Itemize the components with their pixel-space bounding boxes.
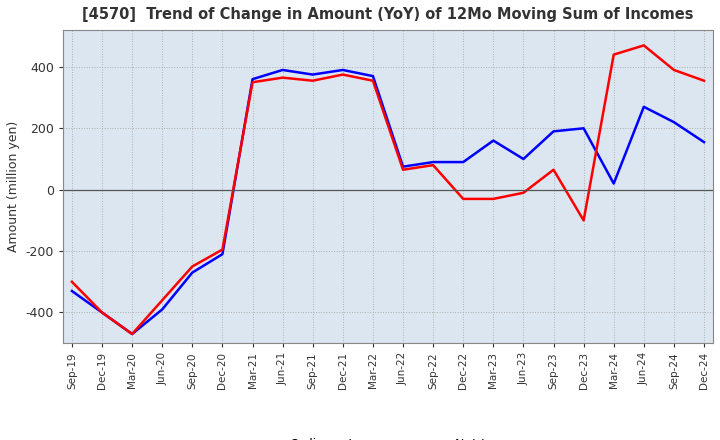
Ordinary Income <box>369 73 377 79</box>
Net Income <box>489 196 498 202</box>
Net Income <box>158 297 166 303</box>
Ordinary Income <box>459 159 467 165</box>
Net Income <box>609 52 618 57</box>
Ordinary Income <box>639 104 648 110</box>
Ordinary Income <box>188 270 197 275</box>
Net Income <box>188 264 197 269</box>
Line: Ordinary Income: Ordinary Income <box>72 70 704 334</box>
Net Income <box>98 310 107 315</box>
Ordinary Income <box>248 77 257 82</box>
Net Income <box>580 218 588 223</box>
Ordinary Income <box>98 310 107 315</box>
Y-axis label: Amount (million yen): Amount (million yen) <box>7 121 20 252</box>
Legend: Ordinary Income, Net Income: Ordinary Income, Net Income <box>244 433 532 440</box>
Title: [4570]  Trend of Change in Amount (YoY) of 12Mo Moving Sum of Incomes: [4570] Trend of Change in Amount (YoY) o… <box>82 7 694 22</box>
Net Income <box>218 247 227 252</box>
Ordinary Income <box>399 164 408 169</box>
Ordinary Income <box>429 159 438 165</box>
Net Income <box>279 75 287 80</box>
Ordinary Income <box>158 307 166 312</box>
Ordinary Income <box>218 252 227 257</box>
Net Income <box>519 190 528 195</box>
Net Income <box>670 67 678 73</box>
Ordinary Income <box>68 288 76 293</box>
Ordinary Income <box>308 72 317 77</box>
Ordinary Income <box>609 181 618 186</box>
Ordinary Income <box>549 129 558 134</box>
Ordinary Income <box>519 156 528 161</box>
Net Income <box>639 43 648 48</box>
Line: Net Income: Net Income <box>72 45 704 334</box>
Ordinary Income <box>128 331 137 337</box>
Net Income <box>338 72 347 77</box>
Net Income <box>369 78 377 83</box>
Ordinary Income <box>338 67 347 73</box>
Net Income <box>308 78 317 83</box>
Ordinary Income <box>279 67 287 73</box>
Ordinary Income <box>700 139 708 145</box>
Net Income <box>68 279 76 284</box>
Ordinary Income <box>489 138 498 143</box>
Net Income <box>459 196 467 202</box>
Net Income <box>399 167 408 172</box>
Ordinary Income <box>580 126 588 131</box>
Net Income <box>128 331 137 337</box>
Net Income <box>429 162 438 168</box>
Ordinary Income <box>670 120 678 125</box>
Net Income <box>700 78 708 83</box>
Net Income <box>549 167 558 172</box>
Net Income <box>248 80 257 85</box>
